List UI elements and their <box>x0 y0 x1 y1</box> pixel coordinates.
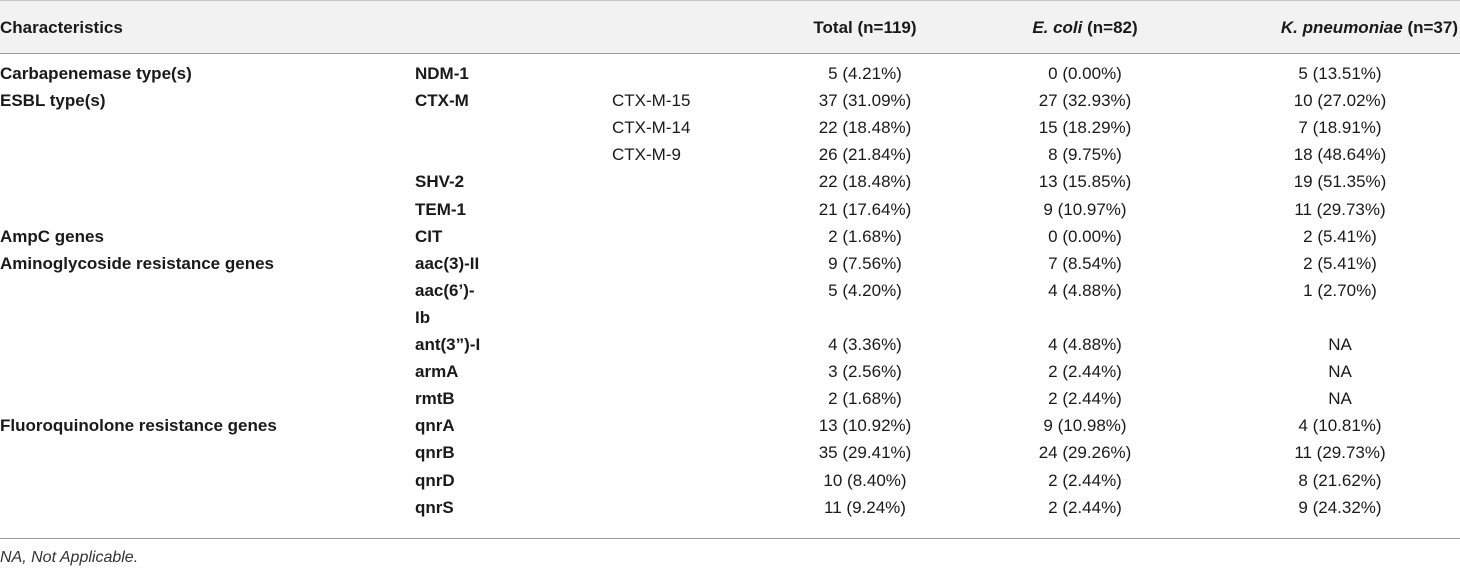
table-bottom-rule <box>0 538 1460 539</box>
header-kpneumoniae: K. pneumoniae (n=37) <box>1200 18 1458 38</box>
row-gene: TEM-1 <box>415 200 466 219</box>
row-kpneumoniae: NA <box>1328 335 1352 354</box>
row-kpneumoniae: NA <box>1328 362 1352 381</box>
row-gene: qnrA <box>415 416 455 435</box>
row-gene: SHV-2 <box>415 172 465 191</box>
row-gene: CTX-M <box>415 91 469 110</box>
row-total: 2 (1.68%) <box>828 389 902 408</box>
row-category: Carbapenemase type(s) <box>0 64 192 83</box>
row-ecoli: 2 (2.44%) <box>1048 362 1122 381</box>
row-category: ESBL type(s) <box>0 91 106 110</box>
row-ecoli: 0 (0.00%) <box>1048 227 1122 246</box>
header-total: Total (n=119) <box>813 18 917 37</box>
header-kp-n: (n=37) <box>1402 18 1458 37</box>
row-total: 22 (18.48%) <box>818 172 912 191</box>
row-ecoli: 7 (8.54%) <box>1048 254 1122 273</box>
row-ecoli: 2 (2.44%) <box>1048 389 1122 408</box>
row-total: 11 (9.24%) <box>824 498 906 517</box>
row-total: 26 (21.84%) <box>818 145 912 164</box>
row-kpneumoniae: 8 (21.62%) <box>1298 471 1382 490</box>
row-kpneumoniae: 11 (29.73%) <box>1294 443 1386 462</box>
row-ecoli: 2 (2.44%) <box>1048 498 1122 517</box>
row-ecoli: 9 (10.98%) <box>1043 416 1127 435</box>
row-category: Aminoglycoside resistance genes <box>0 254 274 273</box>
row-kpneumoniae: 11 (29.73%) <box>1294 200 1386 219</box>
row-category: AmpC genes <box>0 227 104 246</box>
row-gene: Ib <box>415 308 431 327</box>
row-ecoli: 24 (29.26%) <box>1038 443 1132 462</box>
row-gene: armA <box>415 362 459 381</box>
row-total: 35 (29.41%) <box>818 443 912 462</box>
row-kpneumoniae: NA <box>1328 389 1352 408</box>
row-kpneumoniae: 2 (5.41%) <box>1303 254 1377 273</box>
row-gene: aac(3)-II <box>415 254 480 273</box>
header-ecoli-species: E. coli <box>1032 18 1083 37</box>
row-total: 2 (1.68%) <box>828 227 902 246</box>
row-total: 10 (8.40%) <box>823 471 907 490</box>
row-total: 22 (18.48%) <box>818 118 912 137</box>
row-ecoli: 13 (15.85%) <box>1038 172 1132 191</box>
row-gene: qnrD <box>415 471 455 490</box>
row-total: 13 (10.92%) <box>818 416 912 435</box>
row-kpneumoniae: 2 (5.41%) <box>1303 227 1377 246</box>
row-ecoli: 27 (32.93%) <box>1038 91 1132 110</box>
row-total: 3 (2.56%) <box>828 362 902 381</box>
row-total: 9 (7.56%) <box>828 254 902 273</box>
row-gene: NDM-1 <box>415 64 469 83</box>
table-footnote: NA, Not Applicable. <box>0 549 139 566</box>
row-ecoli: 9 (10.97%) <box>1043 200 1127 219</box>
row-kpneumoniae: 9 (24.32%) <box>1298 498 1382 517</box>
row-kpneumoniae: 18 (48.64%) <box>1293 145 1387 164</box>
row-gene: rmtB <box>415 389 455 408</box>
row-ecoli: 4 (4.88%) <box>1048 281 1122 300</box>
row-category: Fluoroquinolone resistance genes <box>0 416 277 435</box>
row-total: 21 (17.64%) <box>818 200 912 219</box>
row-kpneumoniae: 10 (27.02%) <box>1293 91 1387 110</box>
row-gene: ant(3”)-I <box>415 335 481 354</box>
row-ecoli: 0 (0.00%) <box>1048 64 1122 83</box>
row-gene: qnrS <box>415 498 454 517</box>
row-kpneumoniae: 4 (10.81%) <box>1298 416 1382 435</box>
row-ecoli: 15 (18.29%) <box>1038 118 1132 137</box>
header-characteristics: Characteristics <box>0 18 123 37</box>
header-ecoli: E. coli (n=82) <box>990 18 1180 38</box>
row-ecoli: 8 (9.75%) <box>1048 145 1122 164</box>
row-kpneumoniae: 5 (13.51%) <box>1298 64 1382 83</box>
header-ecoli-n: (n=82) <box>1082 18 1138 37</box>
row-subtype: CTX-M-9 <box>612 145 681 164</box>
row-subtype: CTX-M-14 <box>612 118 691 137</box>
row-total: 37 (31.09%) <box>818 91 912 110</box>
row-total: 5 (4.20%) <box>828 281 902 300</box>
row-kpneumoniae: 19 (51.35%) <box>1293 172 1387 191</box>
row-gene: CIT <box>415 227 443 246</box>
row-total: 4 (3.36%) <box>828 335 902 354</box>
row-gene: aac(6’)- <box>415 281 475 300</box>
row-ecoli: 2 (2.44%) <box>1048 471 1122 490</box>
header-kp-species: K. pneumoniae <box>1280 18 1403 37</box>
table-header: Characteristics Total (n=119) E. coli (n… <box>0 0 1460 54</box>
row-ecoli: 4 (4.88%) <box>1048 335 1122 354</box>
row-total: 5 (4.21%) <box>828 64 902 83</box>
row-kpneumoniae: 1 (2.70%) <box>1303 281 1377 300</box>
row-gene: qnrB <box>415 443 455 462</box>
row-kpneumoniae: 7 (18.91%) <box>1298 118 1382 137</box>
row-subtype: CTX-M-15 <box>612 91 691 110</box>
